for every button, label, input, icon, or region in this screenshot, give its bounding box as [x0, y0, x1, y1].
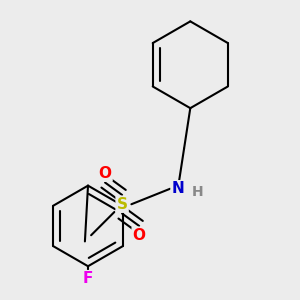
Text: H: H [192, 185, 204, 199]
Text: O: O [133, 228, 146, 243]
Text: N: N [172, 181, 184, 196]
Text: F: F [83, 271, 93, 286]
Text: S: S [117, 197, 128, 212]
Text: O: O [99, 166, 112, 181]
